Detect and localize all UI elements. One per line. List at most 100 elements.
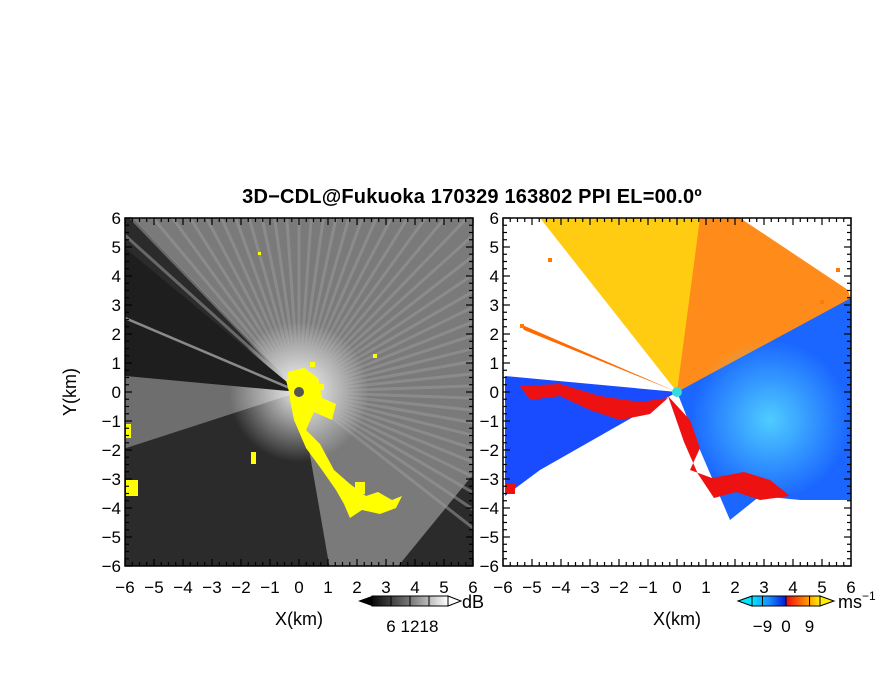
reflectivity-axis-ticks: −6 −5 −4 −3 −2 −1 0 1 2 3 4 5 6 6 5 4 3 2 1 0 −1 −2 −3 −4 −5 −6 <box>102 209 478 597</box>
reflectivity-ray <box>273 218 301 394</box>
reflectivity-y-tick-label: 3 <box>112 296 121 315</box>
reflectivity-ray <box>297 233 473 394</box>
reflectivity-y-tick-label: 2 <box>112 325 121 344</box>
reflectivity-ray <box>297 390 473 495</box>
reflectivity-ray <box>297 254 473 394</box>
velocity-colorbar-tick-label: −9 <box>753 617 772 636</box>
reflectivity-ray <box>297 218 313 394</box>
reflectivity-panel: −6 −5 −4 −3 −2 −1 0 1 2 3 4 5 6 6 5 4 3 2 1 0 −1 −2 −3 −4 −5 −6 X… <box>60 209 478 629</box>
reflectivity-xlabel: X(km) <box>275 609 323 629</box>
reflectivity-x-tick-label: 3 <box>381 578 390 597</box>
velocity-x-tick-label: −5 <box>522 578 541 597</box>
reflectivity-ray <box>204 218 301 394</box>
reflectivity-y-tick-label: −4 <box>102 499 121 518</box>
reflectivity-ray <box>297 390 473 530</box>
velocity-x-tick-label: 5 <box>817 578 826 597</box>
velocity-radar-site <box>672 387 682 397</box>
velocity-x-tick-label: 0 <box>672 578 681 597</box>
reflectivity-ray <box>297 218 428 394</box>
velocity-x-tick-label: 6 <box>846 578 855 597</box>
reflectivity-ray <box>125 233 301 394</box>
reflectivity-y-tick-label: −2 <box>102 441 121 460</box>
reflectivity-ray <box>297 390 473 437</box>
reflectivity-colorbar-tick-label: 12 <box>401 617 420 636</box>
velocity-y-tick-label: −3 <box>480 470 499 489</box>
reflectivity-ray <box>297 390 473 412</box>
reflectivity-x-tick-label: −2 <box>231 578 250 597</box>
reflectivity-ray <box>297 218 379 394</box>
reflectivity-ray <box>297 218 338 394</box>
reflectivity-ray <box>297 333 473 394</box>
reflectivity-ray <box>151 218 301 394</box>
velocity-y-tick-label: −1 <box>480 412 499 431</box>
reflectivity-ray <box>285 218 301 394</box>
reflectivity-colorbar-tick-label: 18 <box>420 617 439 636</box>
velocity-y-tick-label: −4 <box>480 499 499 518</box>
velocity-y-tick-label: 5 <box>490 238 499 257</box>
reflectivity-ray <box>297 218 325 394</box>
reflectivity-y-tick-label: 5 <box>112 238 121 257</box>
reflectivity-ray <box>128 218 301 394</box>
reflectivity-ray <box>297 218 447 394</box>
velocity-colorbar-tick-label: 0 <box>781 617 790 636</box>
reflectivity-ray <box>170 218 301 394</box>
reflectivity-ray <box>297 359 473 394</box>
reflectivity-ray <box>297 372 473 394</box>
velocity-y-tick-label: 6 <box>490 209 499 228</box>
reflectivity-x-tick-label: −5 <box>144 578 163 597</box>
velocity-x-tick-label: 1 <box>701 578 710 597</box>
reflectivity-rays <box>125 218 473 530</box>
reflectivity-y-tick-label: 0 <box>112 383 121 402</box>
reflectivity-y-tick-label: 1 <box>112 354 121 373</box>
reflectivity-x-tick-label: 1 <box>323 578 332 597</box>
velocity-y-tick-label: 4 <box>490 267 499 286</box>
reflectivity-radar-site <box>294 387 304 397</box>
reflectivity-y-tick-label: −1 <box>102 412 121 431</box>
reflectivity-y-tick-label: −3 <box>102 470 121 489</box>
reflectivity-ray <box>297 320 473 394</box>
reflectivity-ray <box>297 218 394 394</box>
velocity-x-tick-label: −6 <box>493 578 512 597</box>
reflectivity-ray <box>297 218 351 394</box>
velocity-y-tick-label: −5 <box>480 528 499 547</box>
velocity-y-tick-label: −6 <box>480 557 499 576</box>
reflectivity-ray <box>297 390 473 425</box>
velocity-speckle <box>520 258 840 328</box>
reflectivity-yellow-echo <box>126 252 402 518</box>
reflectivity-ray <box>297 218 410 394</box>
velocity-x-tick-label: 4 <box>788 578 797 597</box>
velocity-y-tick-label: −2 <box>480 441 499 460</box>
reflectivity-ray <box>297 390 473 479</box>
reflectivity-ray <box>247 218 301 394</box>
reflectivity-x-tick-label: −1 <box>260 578 279 597</box>
velocity-orange-streak <box>520 324 677 392</box>
velocity-colorbar-unit: ms−1 <box>838 589 876 612</box>
reflectivity-ray <box>297 390 473 512</box>
velocity-y-tick-label: 2 <box>490 325 499 344</box>
reflectivity-x-tick-label: 0 <box>294 578 303 597</box>
reflectivity-x-tick-label: 6 <box>468 578 477 597</box>
velocity-x-tick-label: −2 <box>609 578 628 597</box>
reflectivity-ray <box>297 384 473 394</box>
reflectivity-y-tick-label: 6 <box>112 209 121 228</box>
reflectivity-ray <box>297 347 473 394</box>
velocity-x-tick-label: 3 <box>759 578 768 597</box>
reflectivity-colorbar: 6 12 18 dB <box>358 592 484 636</box>
reflectivity-colorbar-tick-label: 6 <box>386 617 395 636</box>
reflectivity-y-tick-label: −5 <box>102 528 121 547</box>
reflectivity-x-tick-label: −4 <box>173 578 192 597</box>
velocity-colorbar: −9 0 9 ms−1 <box>736 589 876 636</box>
velocity-red-patches <box>505 384 790 500</box>
reflectivity-x-tick-label: 2 <box>352 578 361 597</box>
reflectivity-ray <box>297 390 473 451</box>
reflectivity-y-tick-label: −6 <box>102 557 121 576</box>
reflectivity-ray <box>297 218 470 394</box>
reflectivity-ray <box>234 218 301 394</box>
velocity-y-tick-label: 3 <box>490 296 499 315</box>
velocity-y-tick-label: 0 <box>490 383 499 402</box>
velocity-x-tick-label: −4 <box>551 578 570 597</box>
velocity-east-light-core <box>690 340 850 500</box>
reflectivity-ray <box>297 390 473 400</box>
reflectivity-y-tick-label: 4 <box>112 267 121 286</box>
